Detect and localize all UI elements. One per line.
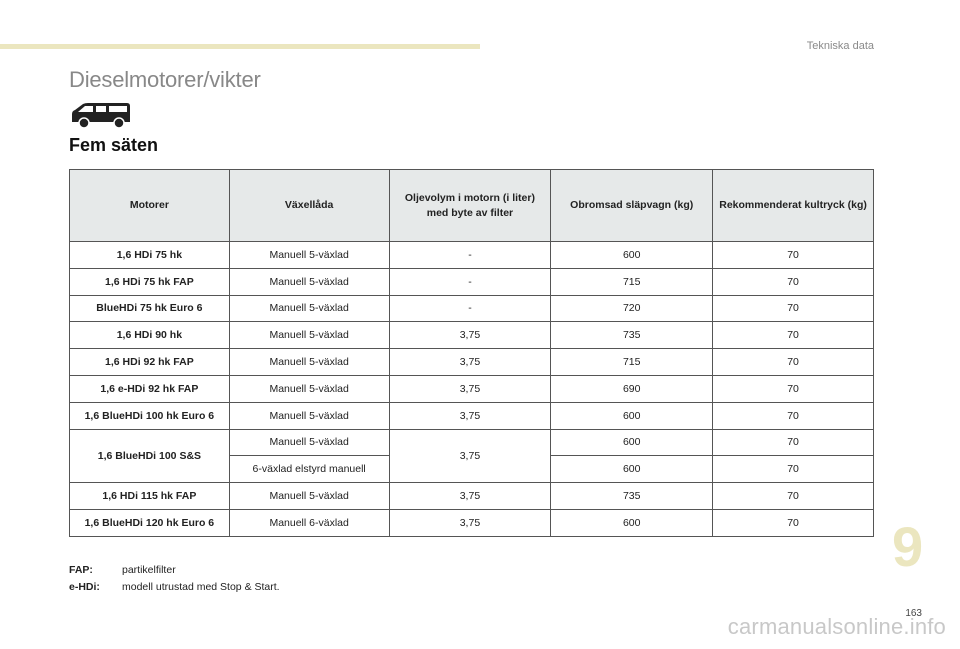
- table-header-row: Motorer Växellåda Oljevolym i motorn (i …: [69, 169, 874, 242]
- chapter-number: 9: [892, 515, 924, 578]
- spec-table: Motorer Växellåda Oljevolym i motorn (i …: [69, 169, 874, 537]
- oil-cell: 3,75: [388, 321, 552, 350]
- engine-cell: 1,6 BlueHDi 120 hk Euro 6: [69, 508, 230, 537]
- footnote-item: e-HDi: modell utrustad med Stop & Start.: [69, 579, 280, 596]
- table-row: 6-växlad elstyrd manuell 600 70: [70, 455, 874, 484]
- gearbox-cell: Manuell 5-växlad: [228, 241, 390, 269]
- table-row: 1,6 BlueHDi 100 hk Euro 6 Manuell 5-växl…: [69, 401, 874, 430]
- footnote-key: FAP:: [69, 564, 93, 576]
- oil-cell: 3,75: [388, 508, 552, 537]
- gearbox-cell: Manuell 5-växlad: [228, 348, 390, 376]
- van-icon: [72, 103, 130, 129]
- ball-load-cell: 70: [712, 267, 874, 296]
- engine-cell: BlueHDi 75 hk Euro 6: [69, 294, 230, 323]
- ball-load-cell: 70: [712, 482, 874, 510]
- accent-bar: [0, 44, 480, 49]
- page-number: 163: [905, 608, 922, 619]
- table-row: 1,6 HDi 75 hk FAP Manuell 5-växlad - 715…: [69, 267, 874, 296]
- table-row: 1,6 HDi 90 hk Manuell 5-växlad 3,75 735 …: [69, 321, 874, 350]
- ball-load-cell: 70: [712, 401, 874, 430]
- trailer-cell: 715: [550, 348, 714, 376]
- footnote-item: FAP: partikelfilter: [69, 562, 280, 579]
- engine-cell: 1,6 e-HDi 92 hk FAP: [69, 374, 230, 403]
- ball-load-cell: 70: [712, 294, 874, 323]
- oil-cell: 3,75: [388, 348, 552, 376]
- table-row: 1,6 BlueHDi 100 S&S Manuell 5-växlad 3,7…: [69, 428, 874, 484]
- table-row: BlueHDi 75 hk Euro 6 Manuell 5-växlad - …: [69, 294, 874, 323]
- table-row: 1,6 BlueHDi 120 hk Euro 6 Manuell 6-växl…: [69, 508, 874, 537]
- table-row: 1,6 HDi 115 hk FAP Manuell 5-växlad 3,75…: [69, 482, 874, 510]
- engine-cell: 1,6 BlueHDi 100 hk Euro 6: [69, 401, 230, 430]
- page-heading: Dieselmotorer/vikter: [69, 67, 261, 92]
- trailer-cell: 720: [550, 294, 714, 323]
- gearbox-cell: Manuell 5-växlad: [228, 294, 390, 323]
- ball-load-cell: 70: [712, 348, 874, 376]
- gearbox-cell: Manuell 5-växlad: [228, 267, 390, 296]
- engine-cell: 1,6 HDi 92 hk FAP: [69, 348, 230, 376]
- footnote-text: partikelfilter: [122, 564, 176, 576]
- trailer-cell: 600: [550, 401, 714, 430]
- trailer-cell: 735: [550, 482, 714, 510]
- ball-load-cell: 70: [712, 428, 874, 457]
- gearbox-cell: Manuell 5-växlad: [228, 401, 390, 430]
- oil-cell: -: [388, 294, 552, 323]
- ball-load-cell: 70: [712, 241, 874, 269]
- oil-cell: -: [388, 267, 552, 296]
- ball-load-cell: 70: [712, 321, 874, 350]
- trailer-cell: 600: [550, 455, 714, 484]
- trailer-cell: 715: [550, 267, 714, 296]
- ball-load-cell: 70: [712, 455, 874, 484]
- trailer-cell: 600: [550, 241, 714, 269]
- engine-cell: 1,6 HDi 115 hk FAP: [69, 482, 230, 510]
- footnote-key: e-HDi:: [69, 581, 100, 593]
- ball-load-cell: 70: [712, 508, 874, 537]
- header-ball-load: Rekommenderat kultryck (kg): [712, 169, 874, 242]
- watermark: carmanualsonline.info: [727, 614, 946, 639]
- section-title: Fem säten: [69, 135, 159, 155]
- table-row: 1,6 e-HDi 92 hk FAP Manuell 5-växlad 3,7…: [69, 374, 874, 403]
- oil-cell: 3,75: [388, 428, 552, 484]
- oil-cell: 3,75: [388, 401, 552, 430]
- engine-cell: 1,6 HDi 75 hk FAP: [69, 267, 230, 296]
- header-gearbox: Växellåda: [228, 169, 390, 242]
- trailer-cell: 690: [550, 374, 714, 403]
- gearbox-cell: 6-växlad elstyrd manuell: [228, 455, 390, 484]
- table-row: 1,6 HDi 92 hk FAP Manuell 5-växlad 3,75 …: [69, 348, 874, 376]
- footnotes: FAP: partikelfilter e-HDi: modell utrust…: [69, 562, 280, 596]
- oil-cell: 3,75: [388, 374, 552, 403]
- table-row: 1,6 HDi 75 hk Manuell 5-växlad - 600 70: [69, 241, 874, 269]
- ball-load-cell: 70: [712, 374, 874, 403]
- chapter-title: Tekniska data: [806, 40, 874, 52]
- gearbox-cell: Manuell 5-växlad: [228, 482, 390, 510]
- header-unbraked-trailer: Obromsad släpvagn (kg): [550, 169, 714, 242]
- engine-cell: 1,6 HDi 90 hk: [69, 321, 230, 350]
- footnote-text: modell utrustad med Stop & Start.: [122, 581, 280, 593]
- trailer-cell: 600: [550, 428, 714, 457]
- gearbox-cell: Manuell 5-växlad: [228, 321, 390, 350]
- header-engine: Motorer: [69, 169, 230, 242]
- trailer-cell: 735: [550, 321, 714, 350]
- header-oil-volume: Oljevolym i motorn (i liter) med byte av…: [388, 169, 552, 242]
- gearbox-cell: Manuell 5-växlad: [228, 428, 390, 457]
- oil-cell: 3,75: [388, 482, 552, 510]
- gearbox-cell: Manuell 6-växlad: [228, 508, 390, 537]
- gearbox-cell: Manuell 5-växlad: [228, 374, 390, 403]
- engine-cell: 1,6 HDi 75 hk: [69, 241, 230, 269]
- oil-cell: -: [388, 241, 552, 269]
- trailer-cell: 600: [550, 508, 714, 537]
- engine-cell: 1,6 BlueHDi 100 S&S: [69, 428, 230, 484]
